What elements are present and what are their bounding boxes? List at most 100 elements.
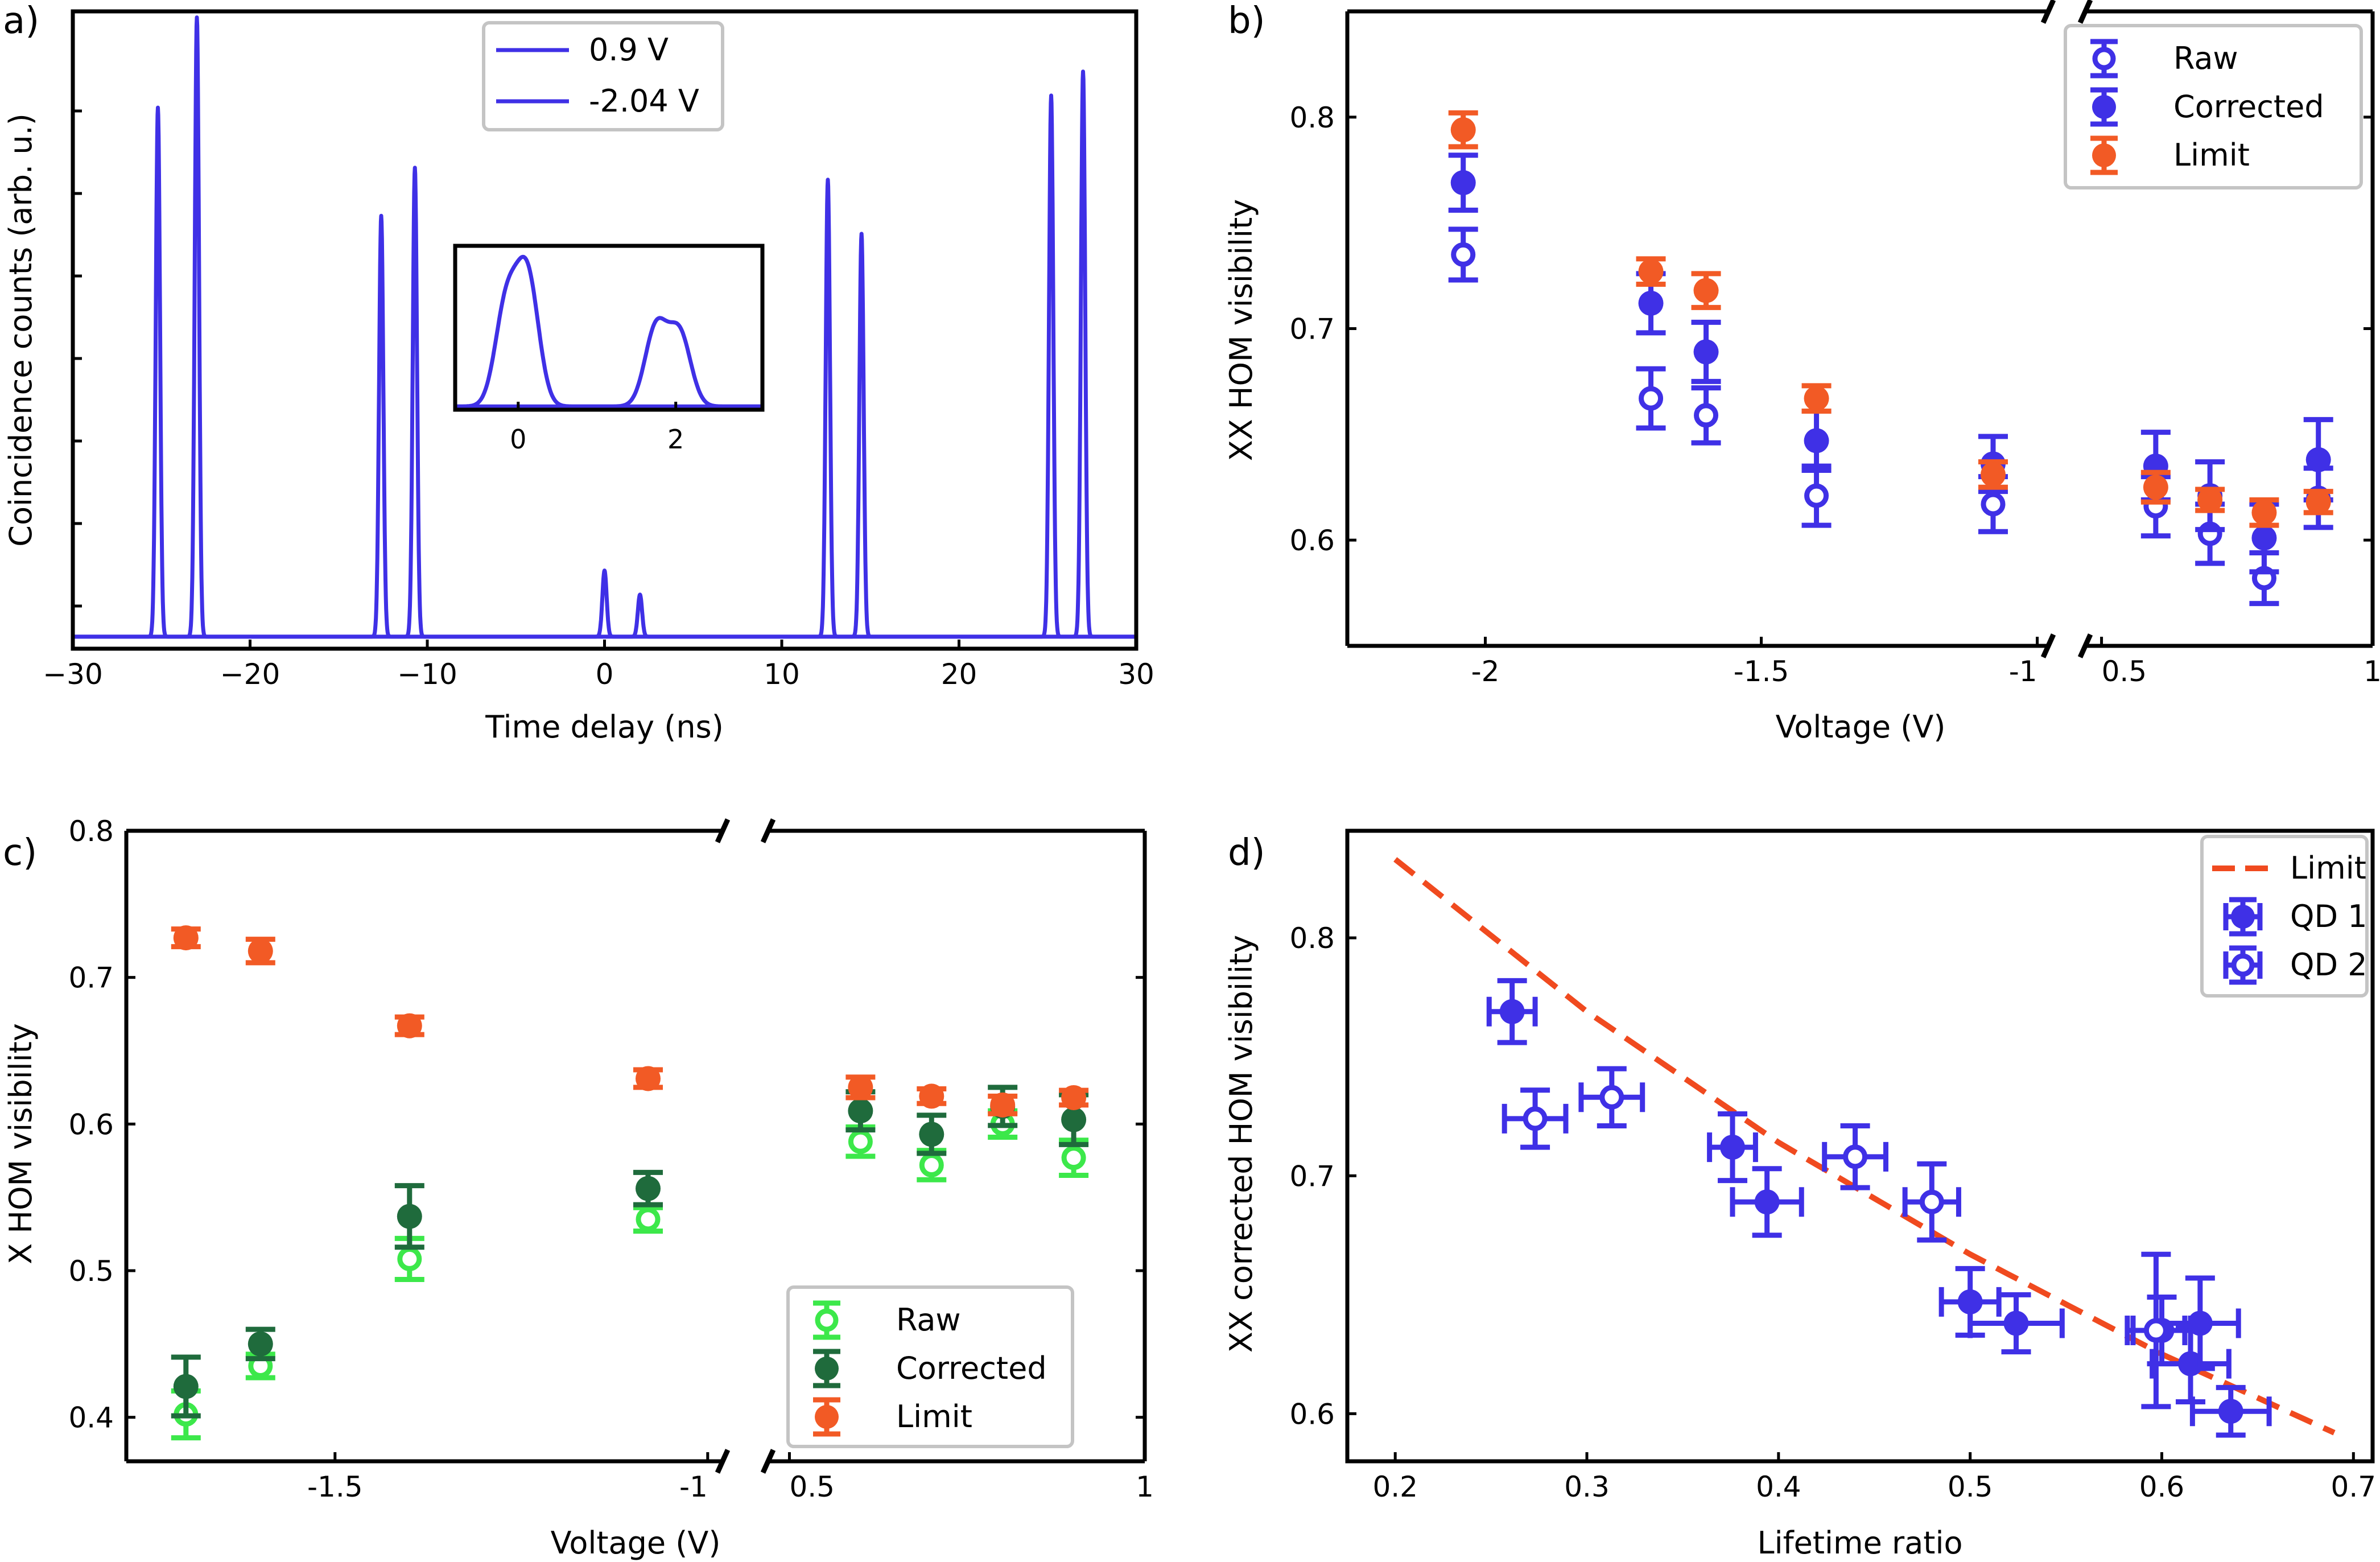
data-point-qd-2 bbox=[1822, 1123, 1888, 1190]
data-point bbox=[1450, 170, 1476, 196]
data-point-qd-2 bbox=[2125, 1251, 2188, 1409]
inset-curve bbox=[453, 316, 764, 409]
data-point-qd-2 bbox=[1502, 1087, 1569, 1150]
y-tick-label: 0.8 bbox=[1289, 101, 1335, 134]
y-tick-label: 0.6 bbox=[68, 1108, 114, 1141]
y-axis-label: XX HOM visibility bbox=[1223, 199, 1259, 461]
data-point bbox=[1693, 339, 1719, 365]
y-tick-label: 0.5 bbox=[68, 1255, 114, 1288]
legend-point bbox=[815, 1357, 839, 1380]
data-point-corrected bbox=[633, 1169, 663, 1207]
legend-box bbox=[2064, 24, 2363, 189]
legend-marker bbox=[2090, 135, 2118, 175]
panel-label: d) bbox=[1228, 832, 1265, 874]
legend-marker bbox=[813, 1397, 840, 1437]
data-point bbox=[1804, 483, 1829, 508]
data-point-qd-2 bbox=[1902, 1161, 1961, 1243]
data-point bbox=[2251, 500, 2277, 525]
axis-break-mark bbox=[715, 818, 731, 843]
series-limit bbox=[1448, 110, 2333, 528]
data-point bbox=[636, 1176, 661, 1201]
y-tick-label: 0.7 bbox=[1289, 313, 1335, 346]
data-point bbox=[2305, 447, 2331, 472]
data-point bbox=[848, 1098, 873, 1124]
series-qd-1 bbox=[1486, 978, 2272, 1438]
data-point bbox=[2003, 1310, 2029, 1336]
data-point bbox=[2218, 1399, 2243, 1424]
x-tick-label: 0.2 bbox=[1372, 1470, 1418, 1503]
data-point-limit bbox=[988, 1092, 1018, 1118]
axis-break-mark bbox=[2077, 0, 2093, 24]
x-axis-label: Voltage (V) bbox=[551, 1525, 721, 1561]
data-point-limit bbox=[633, 1066, 663, 1091]
legend-point bbox=[815, 1405, 839, 1429]
x-tick-label: 0.4 bbox=[1756, 1470, 1801, 1503]
axis-break-mark bbox=[760, 1449, 776, 1474]
inset-x-tick-label: 0 bbox=[510, 424, 526, 455]
data-point-corrected bbox=[171, 1354, 201, 1419]
data-point-limit bbox=[2140, 469, 2171, 505]
x-tick-label: -2 bbox=[1471, 655, 1500, 688]
x-tick-label: 30 bbox=[1118, 658, 1154, 691]
legend-point bbox=[815, 1308, 839, 1332]
data-point bbox=[1639, 386, 1664, 411]
legend-point bbox=[2231, 953, 2255, 977]
data-point bbox=[2197, 487, 2223, 513]
panel-label: b) bbox=[1228, 0, 1265, 42]
data-point-qd-1 bbox=[1730, 1166, 1804, 1238]
x-tick-label: 0.5 bbox=[2102, 655, 2147, 688]
data-point bbox=[1843, 1144, 1868, 1169]
panel-label: a) bbox=[3, 0, 39, 42]
data-point bbox=[1804, 428, 1829, 454]
legend-marker bbox=[813, 1300, 840, 1340]
data-point bbox=[248, 1331, 273, 1357]
data-point bbox=[1754, 1189, 1780, 1215]
data-point bbox=[919, 1152, 944, 1177]
series-qd-2 bbox=[1502, 1066, 2188, 1409]
legend-marker bbox=[813, 1349, 840, 1388]
data-point-corrected bbox=[394, 1183, 424, 1250]
data-point bbox=[1599, 1085, 1624, 1110]
data-point-limit bbox=[1978, 459, 2008, 490]
data-point bbox=[173, 1374, 199, 1399]
legend-label: Limit bbox=[2290, 850, 2366, 886]
y-tick-label: 0.6 bbox=[1289, 1398, 1335, 1431]
data-point bbox=[397, 1204, 422, 1229]
data-point-qd-1 bbox=[1967, 1292, 2065, 1355]
data-point bbox=[1451, 242, 1476, 267]
legend-marker bbox=[2090, 39, 2118, 79]
data-point bbox=[1693, 278, 1719, 303]
data-point bbox=[1804, 386, 1829, 411]
data-point-raw bbox=[1448, 226, 1478, 283]
legend-point bbox=[2092, 95, 2116, 119]
data-point bbox=[1450, 117, 1476, 143]
legend-label: QD 1 bbox=[2290, 899, 2367, 934]
panel-label: c) bbox=[3, 832, 37, 874]
x-tick-label: 1 bbox=[1136, 1470, 1154, 1503]
data-point bbox=[1957, 1289, 1983, 1314]
data-point bbox=[2305, 489, 2331, 515]
data-point-qd-1 bbox=[2159, 1275, 2241, 1371]
data-point bbox=[1980, 461, 2006, 487]
panel-c: 0.4 0.5 0.6 0.7 0.8 -1.5 -1 0.5 1 Voltage (V) X HO… bbox=[3, 815, 1154, 1561]
data-point-limit bbox=[2303, 489, 2333, 516]
data-point bbox=[1638, 259, 1664, 285]
legend-marker bbox=[2223, 897, 2263, 937]
x-tick-label: 0.3 bbox=[1564, 1470, 1610, 1503]
data-point-corrected bbox=[917, 1112, 947, 1156]
data-point-limit bbox=[1801, 383, 1832, 414]
legend-label: Raw bbox=[2173, 40, 2238, 76]
legend-marker bbox=[2223, 945, 2263, 985]
data-point bbox=[173, 925, 199, 951]
y-tick-label: 0.8 bbox=[1289, 922, 1335, 955]
data-point-limit bbox=[394, 1013, 424, 1038]
data-point bbox=[1694, 403, 1719, 428]
data-point bbox=[636, 1207, 661, 1232]
y-tick-label: 0.7 bbox=[68, 962, 114, 995]
data-point bbox=[397, 1246, 422, 1271]
x-tick-label: -1.5 bbox=[1734, 655, 1789, 688]
legend-label: Raw bbox=[896, 1302, 961, 1338]
data-point bbox=[248, 938, 273, 964]
y-axis-label: X HOM visibility bbox=[3, 1023, 39, 1264]
